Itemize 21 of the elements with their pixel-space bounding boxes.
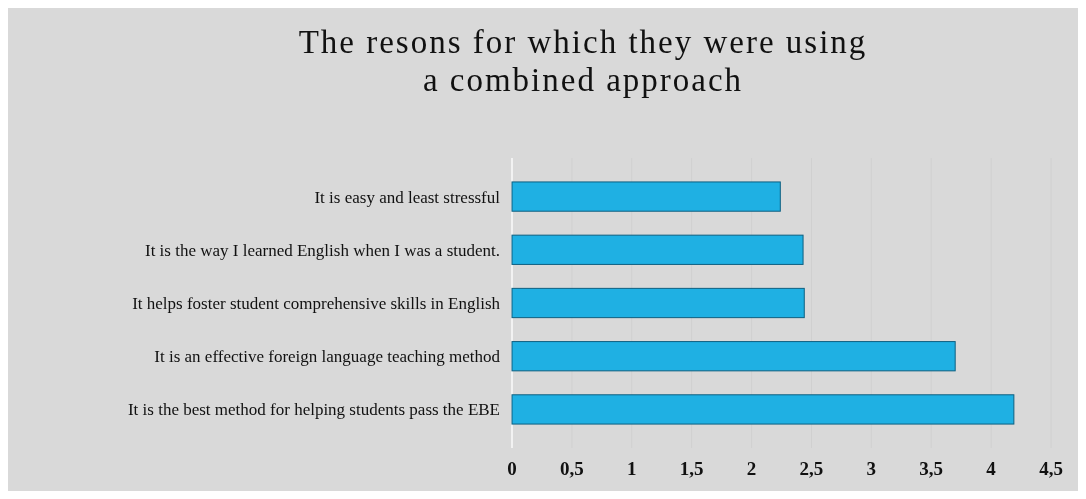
- y-tick-label: It is the best method for helping students pass the EBE: [127, 400, 500, 420]
- x-tick-label: 1: [627, 458, 637, 479]
- y-tick-label: It is the way I learned English when I was a student.: [144, 240, 500, 260]
- x-tick-label: 0,5: [560, 458, 584, 479]
- x-tick-label: 4: [986, 458, 997, 479]
- x-tick-label: 3,5: [919, 458, 944, 479]
- chart-title: The resons for which they were using a combined approach: [298, 24, 868, 98]
- y-tick-label: It is easy and least stressful: [314, 187, 501, 207]
- x-tick-label: 1,5: [679, 458, 704, 479]
- bar: [511, 234, 804, 265]
- bar: [511, 394, 1015, 425]
- bar: [511, 341, 956, 372]
- y-tick-label: It helps foster student comprehensive skills in English: [132, 293, 501, 313]
- x-tick-label: 4,5: [1039, 458, 1063, 479]
- x-tick-label: 2: [746, 458, 757, 479]
- y-tick-label: It is an effective foreign language teaching method: [154, 347, 501, 367]
- x-tick-label: 3: [866, 458, 877, 479]
- x-tick-label: 2,5: [799, 458, 824, 479]
- bar: [511, 287, 805, 319]
- x-tick-label: 0: [507, 458, 517, 479]
- bar: [511, 181, 781, 212]
